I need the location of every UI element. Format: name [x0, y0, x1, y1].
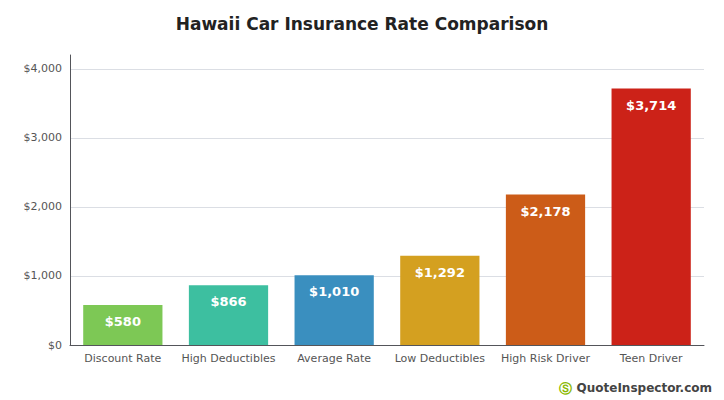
svg-text:Teen Driver: Teen Driver [619, 352, 683, 365]
svg-text:$1,292: $1,292 [415, 265, 465, 280]
svg-text:$0: $0 [48, 339, 62, 352]
svg-text:Hawaii Car Insurance Rate Comp: Hawaii Car Insurance Rate Comparison [176, 14, 549, 34]
svg-text:$4,000: $4,000 [24, 62, 63, 75]
svg-text:QuoteInspector.com: QuoteInspector.com [577, 381, 712, 395]
svg-text:$866: $866 [210, 294, 246, 309]
svg-text:Ⓢ: Ⓢ [559, 381, 572, 396]
svg-text:$1,000: $1,000 [24, 269, 63, 282]
svg-text:$2,178: $2,178 [520, 204, 570, 219]
svg-text:$3,714: $3,714 [626, 98, 676, 113]
svg-text:Average Rate: Average Rate [297, 352, 371, 365]
svg-text:High Deductibles: High Deductibles [182, 352, 276, 365]
svg-text:Discount Rate: Discount Rate [84, 352, 161, 365]
svg-text:$2,000: $2,000 [24, 200, 63, 213]
svg-text:$1,010: $1,010 [309, 284, 359, 299]
svg-text:$580: $580 [105, 314, 141, 329]
svg-text:$3,000: $3,000 [24, 131, 63, 144]
svg-text:Low Deductibles: Low Deductibles [395, 352, 486, 365]
svg-text:High Risk Driver: High Risk Driver [501, 352, 590, 365]
